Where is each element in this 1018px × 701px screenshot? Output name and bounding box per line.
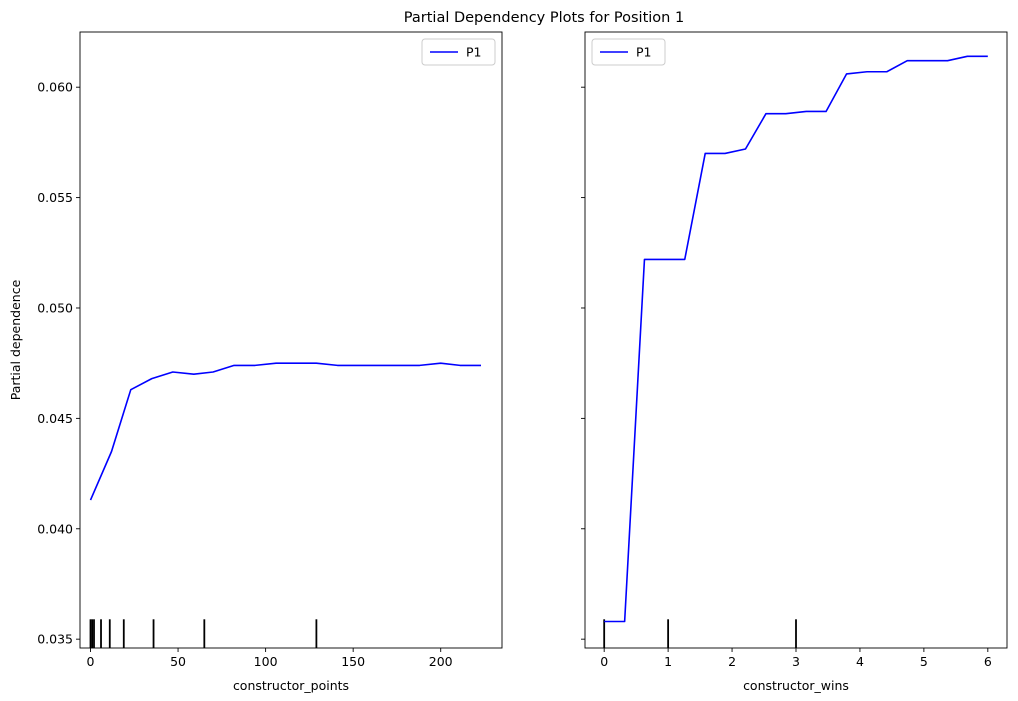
x-tick-label: 4	[856, 654, 864, 669]
x-tick-label: 1	[664, 654, 672, 669]
x-tick-label: 2	[728, 654, 736, 669]
x-axis-label: constructor_points	[233, 678, 349, 693]
x-tick-label: 5	[920, 654, 928, 669]
legend-box	[421, 38, 496, 66]
axes-frame	[79, 31, 503, 649]
axes-frame	[584, 31, 1008, 649]
x-tick-label: 150	[341, 654, 365, 669]
x-tick-label: 50	[170, 654, 186, 669]
y-tick-label: 0.055	[37, 190, 73, 205]
y-tick-label: 0.035	[37, 632, 73, 647]
series-line-p1	[604, 55, 988, 623]
y-axis-label: Partial dependence	[8, 279, 23, 400]
subplot-constructor-points: 0 50 100 150 200 0.035 0.040 0.045 0.050 0.055 0.0…	[8, 31, 503, 693]
y-tick-label: 0.040	[37, 521, 73, 536]
y-tick-label: 0.050	[37, 300, 73, 315]
x-axis-label: constructor_wins	[743, 678, 849, 693]
x-tick-label: 0	[87, 654, 95, 669]
y-tick-label: 0.060	[37, 80, 73, 95]
legend-entry-label: P1	[636, 45, 652, 60]
figure-title: Partial Dependency Plots for Position 1	[404, 10, 684, 26]
x-tick-label: 6	[984, 654, 992, 669]
subplot-constructor-wins: 0 1 2 3 4 5 6 constructor_wins P1	[581, 31, 1008, 693]
legend-box	[591, 38, 666, 66]
legend: P1	[591, 38, 666, 66]
x-tick-label: 200	[429, 654, 453, 669]
x-tick-label: 100	[254, 654, 278, 669]
x-tick-label: 0	[600, 654, 608, 669]
x-tick-label: 3	[792, 654, 800, 669]
series-line-p1	[89, 362, 481, 501]
legend-entry-label: P1	[466, 45, 482, 60]
legend: P1	[421, 38, 496, 66]
y-tick-label: 0.045	[37, 411, 73, 426]
